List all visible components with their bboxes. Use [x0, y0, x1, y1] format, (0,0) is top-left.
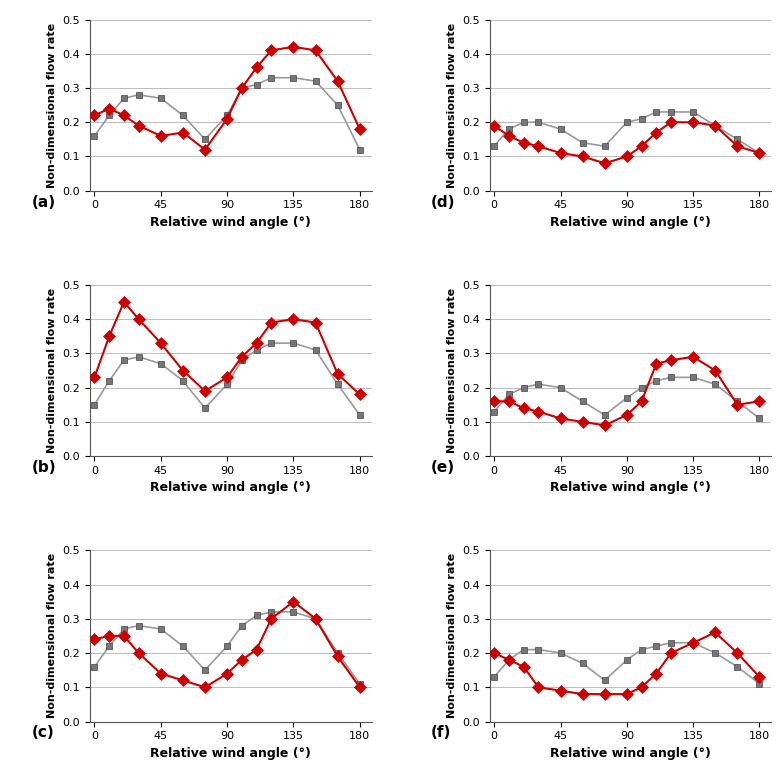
X-axis label: Relative wind angle (°): Relative wind angle (°) — [550, 216, 711, 229]
X-axis label: Relative wind angle (°): Relative wind angle (°) — [150, 746, 311, 760]
Y-axis label: Non-dimensional flow rate: Non-dimensional flow rate — [447, 288, 456, 453]
Text: (a): (a) — [31, 195, 56, 210]
X-axis label: Relative wind angle (°): Relative wind angle (°) — [550, 481, 711, 495]
Text: (b): (b) — [31, 460, 56, 475]
X-axis label: Relative wind angle (°): Relative wind angle (°) — [550, 746, 711, 760]
Y-axis label: Non-dimensional flow rate: Non-dimensional flow rate — [47, 288, 57, 453]
Y-axis label: Non-dimensional flow rate: Non-dimensional flow rate — [447, 23, 456, 188]
X-axis label: Relative wind angle (°): Relative wind angle (°) — [150, 481, 311, 495]
Text: (e): (e) — [431, 460, 455, 475]
X-axis label: Relative wind angle (°): Relative wind angle (°) — [150, 216, 311, 229]
Text: (f): (f) — [431, 725, 452, 740]
Y-axis label: Non-dimensional flow rate: Non-dimensional flow rate — [447, 553, 456, 718]
Y-axis label: Non-dimensional flow rate: Non-dimensional flow rate — [47, 553, 57, 718]
Text: (d): (d) — [431, 195, 456, 210]
Y-axis label: Non-dimensional flow rate: Non-dimensional flow rate — [47, 23, 57, 188]
Text: (c): (c) — [31, 725, 54, 740]
